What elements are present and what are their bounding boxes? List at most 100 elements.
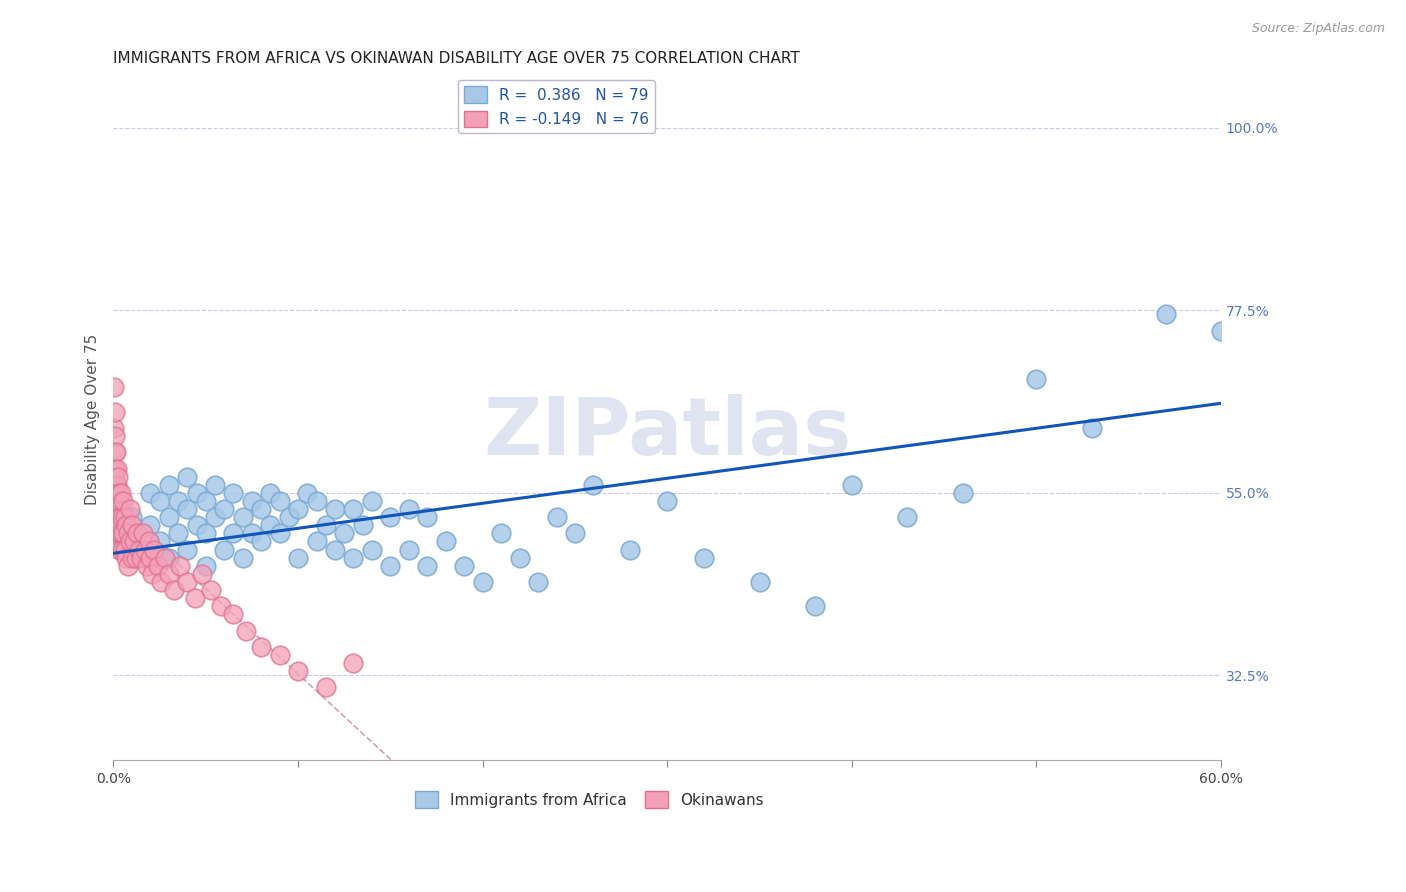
Point xyxy=(105,510,128,524)
Point xyxy=(115,518,138,533)
Point xyxy=(342,656,364,670)
Point xyxy=(186,518,208,533)
Point xyxy=(122,534,145,549)
Point xyxy=(121,550,143,565)
Point xyxy=(212,502,235,516)
Point xyxy=(105,494,128,508)
Point xyxy=(361,542,384,557)
Point xyxy=(108,510,131,524)
Point xyxy=(114,542,136,557)
Point xyxy=(103,461,125,475)
Point xyxy=(111,494,134,508)
Point xyxy=(129,542,152,557)
Point xyxy=(105,486,128,500)
Point xyxy=(434,534,457,549)
Point xyxy=(259,486,281,500)
Point xyxy=(380,558,402,573)
Text: ZIPatlas: ZIPatlas xyxy=(484,394,852,473)
Point xyxy=(104,477,127,491)
Point xyxy=(398,542,420,557)
Point xyxy=(222,486,245,500)
Point xyxy=(111,526,134,541)
Point xyxy=(138,534,160,549)
Point xyxy=(693,550,716,565)
Point xyxy=(342,502,364,516)
Point xyxy=(110,486,132,500)
Point xyxy=(194,558,217,573)
Point xyxy=(141,566,163,581)
Point xyxy=(169,558,191,573)
Point xyxy=(269,648,291,662)
Point xyxy=(111,510,134,524)
Y-axis label: Disability Age Over 75: Disability Age Over 75 xyxy=(86,334,100,506)
Point xyxy=(1081,421,1104,435)
Point xyxy=(297,486,319,500)
Point xyxy=(489,526,512,541)
Point xyxy=(120,502,142,516)
Point xyxy=(250,640,273,654)
Point xyxy=(471,574,494,589)
Point xyxy=(149,494,172,508)
Point xyxy=(509,550,531,565)
Legend: Immigrants from Africa, Okinawans: Immigrants from Africa, Okinawans xyxy=(409,785,770,814)
Point xyxy=(546,510,568,524)
Point xyxy=(105,534,128,549)
Text: IMMIGRANTS FROM AFRICA VS OKINAWAN DISABILITY AGE OVER 75 CORRELATION CHART: IMMIGRANTS FROM AFRICA VS OKINAWAN DISAB… xyxy=(114,51,800,66)
Point xyxy=(146,558,169,573)
Point xyxy=(111,526,134,541)
Point xyxy=(176,574,198,589)
Point xyxy=(105,445,128,459)
Point xyxy=(104,429,127,443)
Point xyxy=(110,526,132,541)
Point xyxy=(105,510,128,524)
Point xyxy=(204,477,226,491)
Point xyxy=(108,486,131,500)
Point xyxy=(222,607,245,622)
Text: Source: ZipAtlas.com: Source: ZipAtlas.com xyxy=(1251,22,1385,36)
Point xyxy=(139,486,162,500)
Point xyxy=(222,526,245,541)
Point xyxy=(176,502,198,516)
Point xyxy=(128,542,150,557)
Point xyxy=(117,526,139,541)
Point xyxy=(149,534,172,549)
Point xyxy=(416,510,439,524)
Point xyxy=(108,518,131,533)
Point xyxy=(143,542,166,557)
Point xyxy=(191,566,214,581)
Point xyxy=(453,558,475,573)
Point xyxy=(139,550,162,565)
Point xyxy=(124,550,146,565)
Point xyxy=(1025,372,1047,386)
Point xyxy=(323,542,346,557)
Point xyxy=(352,518,374,533)
Point xyxy=(105,461,128,475)
Point xyxy=(232,550,254,565)
Point xyxy=(1154,308,1177,322)
Point xyxy=(250,534,273,549)
Point xyxy=(315,518,337,533)
Point xyxy=(240,494,263,508)
Point xyxy=(176,469,198,483)
Point xyxy=(139,518,162,533)
Point xyxy=(804,599,827,614)
Point xyxy=(153,550,176,565)
Point xyxy=(1209,324,1232,338)
Point xyxy=(305,494,328,508)
Point xyxy=(287,502,309,516)
Point xyxy=(176,542,198,557)
Point xyxy=(103,421,125,435)
Point xyxy=(194,494,217,508)
Point xyxy=(114,510,136,524)
Point xyxy=(129,550,152,565)
Point xyxy=(183,591,205,606)
Point xyxy=(104,461,127,475)
Point xyxy=(108,542,131,557)
Point xyxy=(398,502,420,516)
Point xyxy=(186,486,208,500)
Point xyxy=(232,510,254,524)
Point xyxy=(163,583,186,598)
Point xyxy=(121,510,143,524)
Point xyxy=(104,405,127,419)
Point xyxy=(235,624,257,638)
